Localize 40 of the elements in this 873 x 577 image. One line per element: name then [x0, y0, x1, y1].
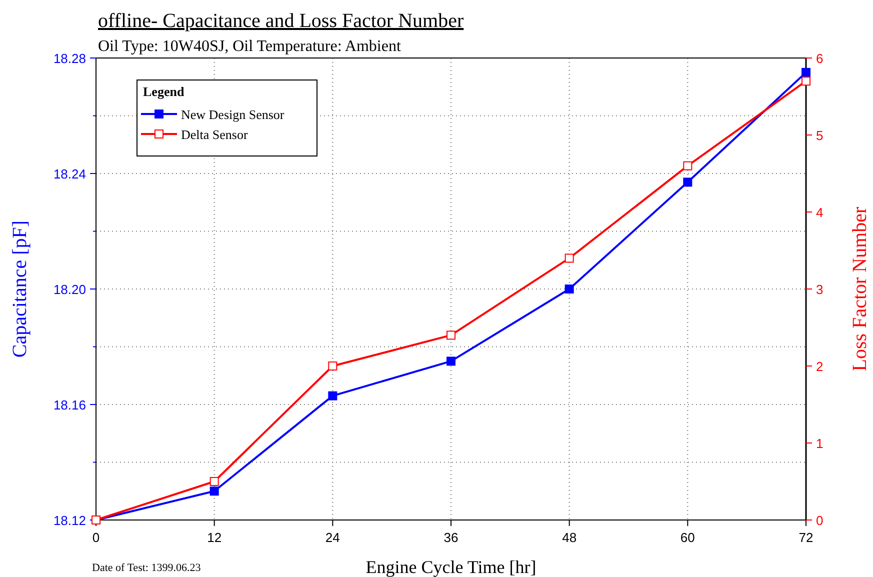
x-tick-label: 12	[207, 530, 222, 545]
x-tick-label: 24	[325, 530, 340, 545]
point	[564, 254, 574, 263]
y2-tick-label: 5	[816, 128, 824, 143]
y2-tick-label: 0	[816, 513, 824, 528]
y2-axis-title: Loss Factor Number	[849, 206, 871, 372]
legend-title: Legend	[143, 84, 185, 99]
point	[210, 486, 219, 496]
point	[802, 76, 810, 86]
y-tick-label: 18.20	[53, 282, 86, 297]
y-tick-label: 18.24	[53, 166, 86, 182]
x-tick-label: 48	[562, 530, 577, 545]
point	[328, 362, 338, 370]
chart-subtitle: Oil Type: 10W40SJ, Oil Temperature: Ambient	[98, 38, 402, 55]
point	[683, 178, 692, 187]
y2-tick-label: 3	[816, 282, 824, 297]
x-tick-label: 0	[92, 530, 100, 545]
chart-title: offline- Capacitance and Loss Factor Number	[98, 10, 464, 32]
x-tick-label: 72	[798, 530, 814, 545]
point	[564, 284, 574, 294]
legend-label: New Design Sensor	[181, 107, 285, 122]
point	[328, 391, 338, 400]
x-tick-label: 60	[680, 530, 695, 545]
point	[683, 161, 692, 170]
x-axis-title: Engine Cycle Time [hr]	[366, 557, 536, 577]
point	[210, 477, 219, 486]
y-tick-label: 18.12	[53, 513, 86, 528]
y2-tick-label: 6	[816, 51, 824, 66]
point	[802, 68, 810, 77]
y-tick-label: 18.28	[53, 51, 86, 66]
point	[446, 330, 456, 340]
y2-tick-label: 1	[816, 436, 824, 451]
y-tick-label: 18.16	[53, 398, 86, 412]
y2-tick-label: 2	[816, 359, 824, 374]
legend-label: Delta Sensor	[181, 127, 248, 142]
y-axis-title: Capacitance [pF]	[9, 220, 31, 358]
text: Date of Test: 1399.06.23	[92, 562, 202, 574]
point	[446, 356, 456, 366]
x-tick-label: 36	[444, 530, 458, 545]
y2-tick-label: 4	[816, 205, 824, 220]
